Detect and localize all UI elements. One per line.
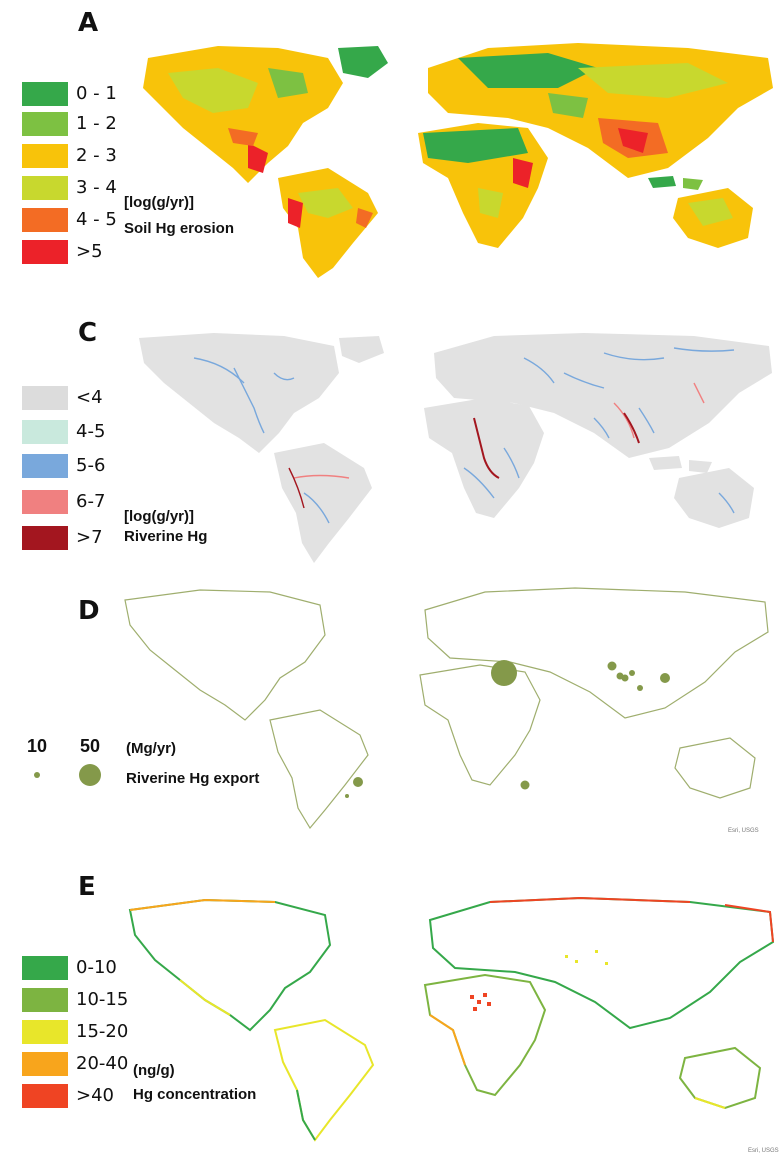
legend-swatch [22,240,68,264]
legend-label: 4 - 5 [76,209,117,230]
north-america-landmass [143,46,343,183]
export-bubble [621,674,629,682]
legend-label: 1 - 2 [76,113,117,134]
north-america-outline [124,589,326,721]
australia-outline [674,737,756,799]
panel-letter: C [78,318,98,348]
export-bubble [491,660,517,686]
south-america-coast [273,1018,375,1142]
australia-landmass [674,468,754,528]
legend-title: Riverine Hg [124,528,208,545]
export-bubble [660,673,670,683]
bubble-legend-value: 10 [27,736,48,756]
legend-label: 0-10 [76,957,117,978]
riverine-hg-export-map [124,587,769,830]
legend-label: <4 [76,387,103,408]
north-america-landmass [139,333,339,453]
legend-label: 5-6 [76,455,106,476]
legend-title: Riverine Hg export [126,770,260,787]
legend-swatch [22,82,68,106]
bubble-legend-value: 50 [80,736,101,756]
legend-swatch [22,490,68,514]
legend-swatch [22,208,68,232]
legend-label: >40 [76,1085,114,1106]
legend-title: Soil Hg erosion [124,220,235,237]
unit-label: (ng/g) [133,1062,175,1079]
legend-swatch [22,454,68,478]
riverine-hg-map [139,333,772,563]
legend-swatch [22,112,68,136]
north-america-coast [128,898,332,1032]
panel-d: D 10 50 (Mg/yr) Riverine Hg export Esri,… [0,580,780,842]
legend-swatch [22,1020,68,1044]
export-bubble [629,670,635,676]
export-bubble [345,794,349,798]
legend-label: 0 - 1 [76,83,117,104]
panel-e: E 0-10 [0,860,780,1160]
legend-label: >7 [76,527,103,548]
panel-letter: D [78,596,100,626]
australia-coast [678,1046,762,1110]
map-credit: Esri, USGS [728,828,759,834]
panel-letter: E [78,872,96,902]
legend-label: 10-15 [76,989,129,1010]
export-bubble [607,661,617,671]
legend-label: 20-40 [76,1053,129,1074]
bubble-legend-large [79,764,101,786]
legend-label: 3 - 4 [76,177,117,198]
unit-label: (Mg/yr) [126,740,176,757]
legend-swatch [22,176,68,200]
unit-label: [log(g/yr)] [124,508,194,525]
map-credit: Esri, USGS [748,1148,779,1154]
export-bubble [520,780,530,790]
africa-outline [419,664,541,786]
export-bubble [353,777,363,787]
legend-swatch [22,420,68,444]
panel-letter: A [78,8,99,38]
legend-swatch [22,988,68,1012]
legend-label: 15-20 [76,1021,129,1042]
south-america-outline [269,709,369,830]
south-america-landmass [274,443,372,563]
export-bubble [637,685,643,691]
bubble-legend-small [34,772,40,778]
export-bubbles [345,660,670,798]
legend-swatch [22,1052,68,1076]
legend-label: >5 [76,241,103,262]
soil-hg-erosion-map [143,43,773,278]
legend-label: 2 - 3 [76,145,117,166]
legend-label: 4-5 [76,421,106,442]
legend-swatch [22,386,68,410]
panel-a: A 0 - 1 [0,0,780,285]
eurasia-coast [428,896,775,1030]
eurasia-landmass [434,333,772,458]
legend-label: 6-7 [76,491,106,512]
unit-label: [log(g/yr)] [124,194,194,211]
eurasia-outline [424,587,769,719]
hg-concentration-map [128,896,775,1142]
panel-c: C [0,290,780,570]
legend-swatch [22,144,68,168]
legend-swatch [22,1084,68,1108]
legend-title: Hg concentration [133,1086,257,1103]
legend-swatch [22,526,68,550]
legend-swatch [22,956,68,980]
